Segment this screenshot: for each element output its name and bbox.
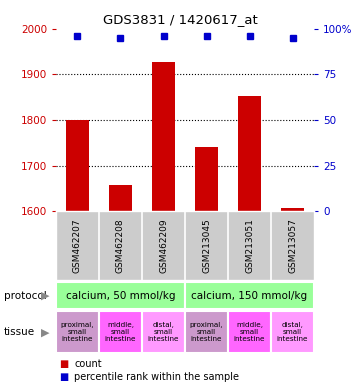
- Text: proximal,
small
intestine: proximal, small intestine: [61, 322, 94, 342]
- Bar: [228, 311, 271, 353]
- Bar: [56, 311, 99, 353]
- Text: protocol: protocol: [4, 291, 46, 301]
- Text: distal,
small
intestine: distal, small intestine: [148, 322, 179, 342]
- Text: GSM213045: GSM213045: [202, 218, 211, 273]
- Bar: [109, 185, 132, 211]
- Text: GDS3831 / 1420617_at: GDS3831 / 1420617_at: [103, 13, 258, 26]
- Text: GSM462208: GSM462208: [116, 218, 125, 273]
- Bar: [238, 96, 261, 211]
- Text: middle,
small
intestine: middle, small intestine: [105, 322, 136, 342]
- Bar: [185, 311, 228, 353]
- Text: calcium, 50 mmol/kg: calcium, 50 mmol/kg: [66, 291, 175, 301]
- Text: middle,
small
intestine: middle, small intestine: [234, 322, 265, 342]
- Text: ▶: ▶: [41, 327, 49, 337]
- Bar: [99, 311, 142, 353]
- Text: GSM462209: GSM462209: [159, 218, 168, 273]
- Text: percentile rank within the sample: percentile rank within the sample: [74, 372, 239, 382]
- Text: ▶: ▶: [41, 291, 49, 301]
- Text: distal,
small
intestine: distal, small intestine: [277, 322, 308, 342]
- Text: GSM213051: GSM213051: [245, 218, 254, 273]
- Text: ■: ■: [60, 359, 69, 369]
- Bar: [281, 208, 304, 211]
- Bar: [152, 62, 175, 211]
- Bar: [195, 147, 218, 211]
- Text: proximal,
small
intestine: proximal, small intestine: [190, 322, 223, 342]
- Text: ■: ■: [60, 372, 69, 382]
- Bar: [142, 311, 185, 353]
- Bar: [271, 311, 314, 353]
- Text: tissue: tissue: [4, 327, 35, 337]
- Text: GSM213057: GSM213057: [288, 218, 297, 273]
- Text: GSM462207: GSM462207: [73, 218, 82, 273]
- Bar: [66, 120, 89, 211]
- Text: count: count: [74, 359, 102, 369]
- Bar: [56, 282, 185, 309]
- Bar: [185, 282, 314, 309]
- Text: calcium, 150 mmol/kg: calcium, 150 mmol/kg: [191, 291, 308, 301]
